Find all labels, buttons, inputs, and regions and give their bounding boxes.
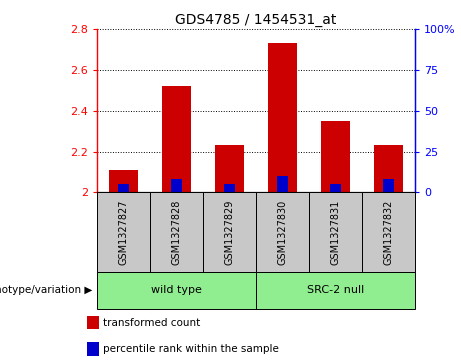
Bar <box>88 342 99 356</box>
Bar <box>88 316 99 329</box>
Text: GSM1327832: GSM1327832 <box>384 200 393 265</box>
Text: SRC-2 null: SRC-2 null <box>307 285 364 295</box>
Text: GSM1327828: GSM1327828 <box>171 200 181 265</box>
Bar <box>256 272 415 309</box>
Bar <box>321 121 350 192</box>
Bar <box>362 192 415 272</box>
Bar <box>162 86 191 192</box>
Bar <box>203 192 256 272</box>
Bar <box>309 192 362 272</box>
Text: genotype/variation ▶: genotype/variation ▶ <box>0 285 92 295</box>
Bar <box>215 146 244 192</box>
Bar <box>118 184 129 192</box>
Text: GSM1327827: GSM1327827 <box>118 200 128 265</box>
Text: transformed count: transformed count <box>103 318 200 327</box>
Text: GSM1327829: GSM1327829 <box>225 200 234 265</box>
Bar <box>171 179 182 192</box>
Text: percentile rank within the sample: percentile rank within the sample <box>103 344 278 354</box>
Bar <box>97 192 150 272</box>
Bar <box>97 272 256 309</box>
Text: wild type: wild type <box>151 285 202 295</box>
Text: GSM1327831: GSM1327831 <box>331 200 340 265</box>
Bar <box>109 170 138 192</box>
Bar <box>330 184 341 192</box>
Bar <box>374 146 403 192</box>
Bar <box>383 179 394 192</box>
Bar <box>150 192 203 272</box>
Bar <box>224 184 235 192</box>
Bar <box>256 192 309 272</box>
Bar <box>268 43 297 192</box>
Text: GSM1327830: GSM1327830 <box>278 200 287 265</box>
Bar <box>277 176 288 192</box>
Title: GDS4785 / 1454531_at: GDS4785 / 1454531_at <box>175 13 337 26</box>
